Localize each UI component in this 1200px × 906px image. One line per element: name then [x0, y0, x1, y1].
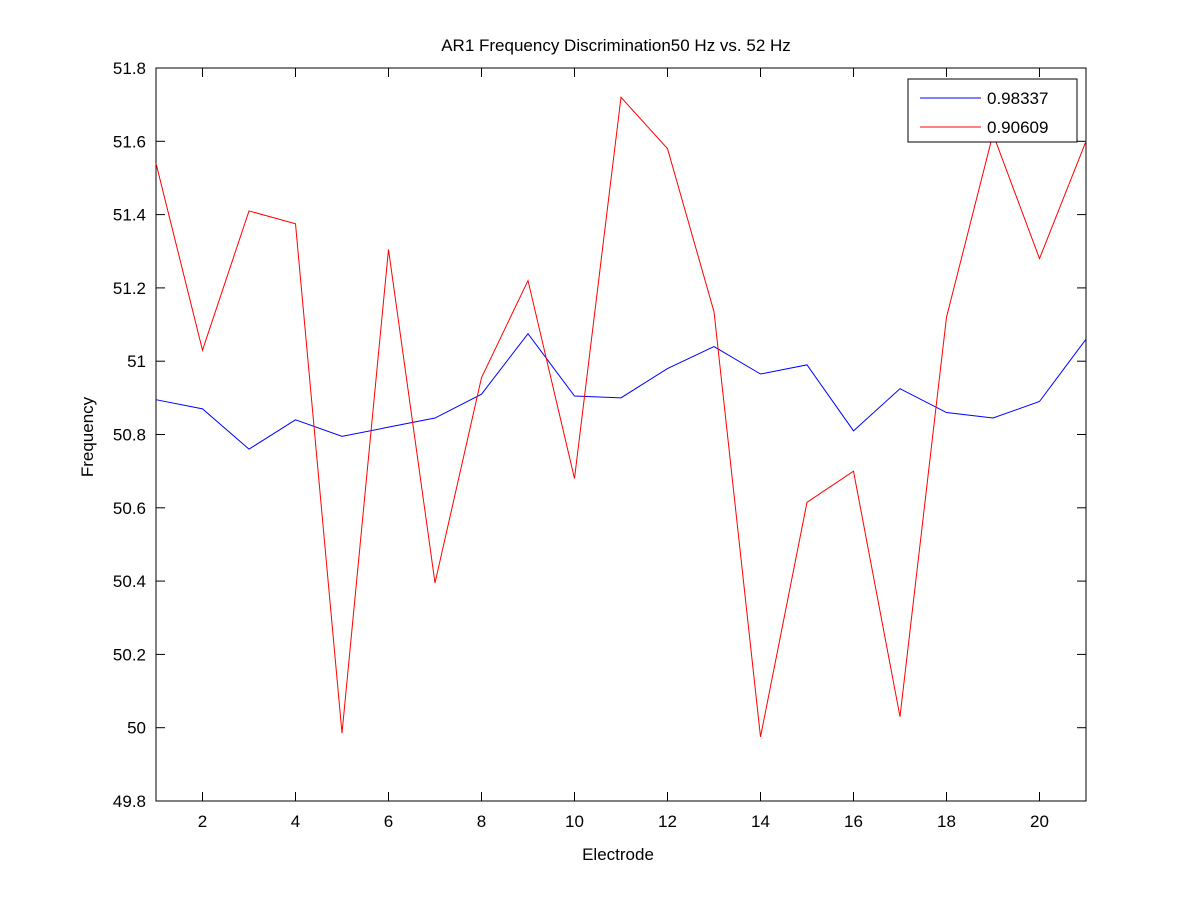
y-tick-label: 51.6: [113, 132, 146, 151]
x-tick-label: 18: [937, 812, 956, 831]
y-tick-label: 50.8: [113, 426, 146, 445]
x-tick-label: 6: [384, 812, 393, 831]
legend-box: [907, 78, 1078, 143]
x-axis-label: Electrode: [582, 845, 654, 864]
y-tick-label: 51.4: [113, 206, 146, 225]
x-tick-label: 10: [565, 812, 584, 831]
y-tick-label: 50: [127, 719, 146, 738]
series-line-1: [155, 332, 1087, 450]
y-axis-label: Frequency: [78, 396, 97, 477]
y-tick-label: 51.8: [113, 59, 146, 78]
plot-series: [155, 96, 1087, 737]
y-tick-label: 51: [127, 352, 146, 371]
x-tick-label: 12: [658, 812, 677, 831]
x-tick-label: 8: [477, 812, 486, 831]
y-tick-label: 50.4: [113, 572, 146, 591]
y-tick-label: 51.2: [113, 279, 146, 298]
y-tick-label: 50.6: [113, 499, 146, 518]
y-tick-label: 50.2: [113, 645, 146, 664]
legend-label: 0.98337: [987, 89, 1048, 108]
series-line-2: [155, 96, 1087, 737]
y-tick-label: 49.8: [113, 792, 146, 811]
legend-label: 0.90609: [987, 118, 1048, 137]
chart-title: AR1 Frequency Discrimination50 Hz vs. 52…: [441, 36, 791, 55]
x-tick-label: 20: [1030, 812, 1049, 831]
x-tick-label: 14: [751, 812, 770, 831]
axes: 2 4 6 8 10 12 14 16 18 20 49.8 50 50.2 50.4 50.6 50.8 51…: [113, 59, 1087, 831]
legend: 0.98337 0.90609: [907, 78, 1078, 143]
x-tick-label: 16: [844, 812, 863, 831]
x-tick-label: 4: [291, 812, 300, 831]
x-tick-label: 2: [198, 812, 207, 831]
